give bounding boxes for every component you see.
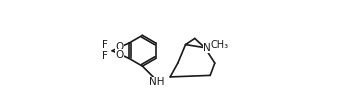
Text: N: N (203, 43, 211, 53)
Text: O: O (116, 42, 124, 52)
Text: F: F (101, 40, 107, 50)
Text: NH: NH (149, 77, 164, 87)
Text: F: F (101, 51, 107, 61)
Text: O: O (116, 50, 124, 60)
Text: CH₃: CH₃ (211, 40, 228, 50)
